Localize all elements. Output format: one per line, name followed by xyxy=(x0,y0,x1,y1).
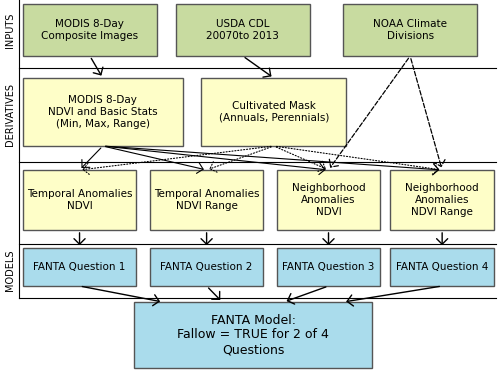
Text: USDA CDL
20070to 2013: USDA CDL 20070to 2013 xyxy=(206,19,279,41)
Text: NOAA Climate
Divisions: NOAA Climate Divisions xyxy=(373,19,447,41)
FancyBboxPatch shape xyxy=(150,248,264,286)
Text: Neighborhood
Anomalies
NDVI Range: Neighborhood Anomalies NDVI Range xyxy=(406,183,479,217)
FancyBboxPatch shape xyxy=(277,170,380,230)
Text: INPUTS: INPUTS xyxy=(6,12,16,48)
Text: Temporal Anomalies
NDVI Range: Temporal Anomalies NDVI Range xyxy=(154,189,260,211)
FancyBboxPatch shape xyxy=(202,78,346,146)
FancyBboxPatch shape xyxy=(277,248,380,286)
FancyBboxPatch shape xyxy=(390,248,494,286)
Text: Cultivated Mask
(Annuals, Perennials): Cultivated Mask (Annuals, Perennials) xyxy=(218,101,329,123)
FancyBboxPatch shape xyxy=(22,78,183,146)
FancyBboxPatch shape xyxy=(176,4,310,56)
Text: MODIS 8-Day
NDVI and Basic Stats
(Min, Max, Range): MODIS 8-Day NDVI and Basic Stats (Min, M… xyxy=(48,95,158,129)
Text: FANTA Model:
Fallow = TRUE for 2 of 4
Questions: FANTA Model: Fallow = TRUE for 2 of 4 Qu… xyxy=(177,314,329,356)
FancyBboxPatch shape xyxy=(150,170,264,230)
Text: DERIVATIVES: DERIVATIVES xyxy=(6,83,16,147)
FancyBboxPatch shape xyxy=(343,4,477,56)
FancyBboxPatch shape xyxy=(22,248,136,286)
Text: FANTA Question 1: FANTA Question 1 xyxy=(34,262,126,272)
FancyBboxPatch shape xyxy=(134,302,372,368)
Text: Temporal Anomalies
NDVI: Temporal Anomalies NDVI xyxy=(27,189,132,211)
Text: FANTA Question 2: FANTA Question 2 xyxy=(160,262,253,272)
FancyBboxPatch shape xyxy=(390,170,494,230)
Text: Neighborhood
Anomalies
NDVI: Neighborhood Anomalies NDVI xyxy=(292,183,366,217)
Text: MODELS: MODELS xyxy=(6,249,16,291)
Text: FANTA Question 3: FANTA Question 3 xyxy=(282,262,374,272)
Text: FANTA Question 4: FANTA Question 4 xyxy=(396,262,488,272)
FancyBboxPatch shape xyxy=(22,4,157,56)
Text: MODIS 8-Day
Composite Images: MODIS 8-Day Composite Images xyxy=(42,19,138,41)
FancyBboxPatch shape xyxy=(22,170,136,230)
